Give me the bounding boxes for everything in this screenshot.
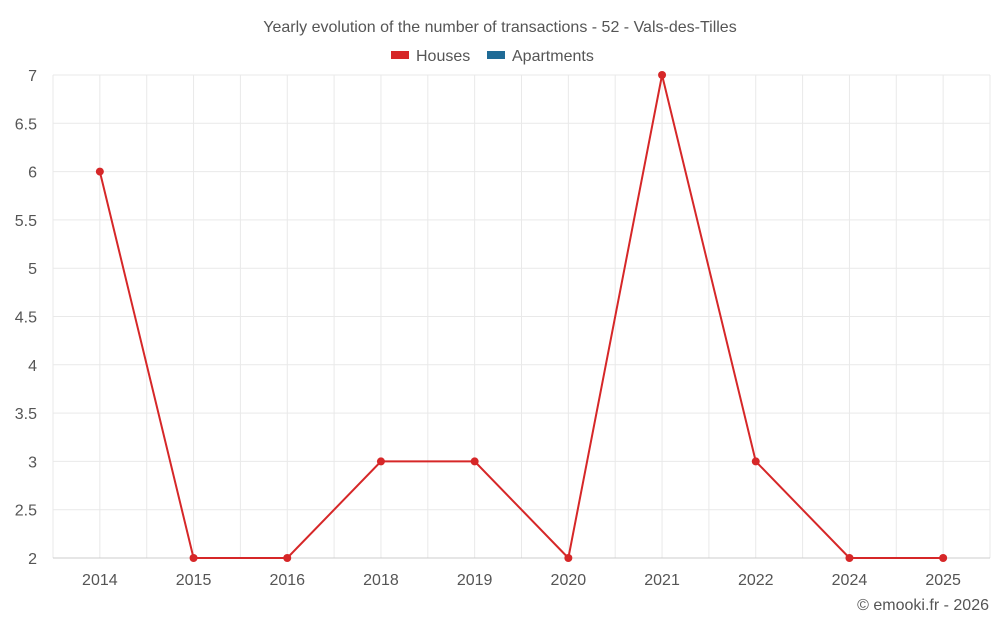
data-point-houses[interactable] bbox=[845, 554, 854, 562]
data-point-houses[interactable] bbox=[189, 554, 198, 562]
data-point-houses[interactable] bbox=[564, 554, 573, 562]
credit-text: © emooki.fr - 2026 bbox=[857, 597, 989, 614]
legend-item-apartments[interactable]: Apartments bbox=[487, 48, 594, 65]
legend-label-houses: Houses bbox=[416, 48, 470, 65]
gridlines bbox=[52, 74, 991, 558]
x-tick-label: 2018 bbox=[363, 572, 399, 589]
series-layer bbox=[95, 71, 948, 562]
y-tick-label: 4.5 bbox=[15, 310, 37, 327]
y-tick-label: 5 bbox=[28, 261, 37, 278]
y-axis-tick-labels: 2 2.5 3 3.5 4 4.5 5 5.5 6 6.5 7 bbox=[15, 68, 37, 568]
x-tick-label: 2014 bbox=[82, 572, 118, 589]
x-tick-label: 2022 bbox=[738, 572, 774, 589]
y-tick-label: 7 bbox=[28, 68, 37, 85]
y-tick-label: 2.5 bbox=[15, 503, 37, 520]
series-line-houses bbox=[98, 74, 944, 561]
data-point-houses[interactable] bbox=[376, 457, 385, 466]
y-tick-label: 6.5 bbox=[15, 116, 37, 133]
data-point-houses[interactable] bbox=[658, 71, 667, 79]
x-tick-label: 2019 bbox=[457, 572, 493, 589]
x-tick-label: 2016 bbox=[269, 572, 305, 589]
x-tick-label: 2020 bbox=[551, 572, 587, 589]
y-tick-label: 3.5 bbox=[15, 406, 37, 423]
y-tick-label: 5.5 bbox=[15, 213, 37, 230]
data-point-houses[interactable] bbox=[95, 167, 104, 176]
x-tick-label: 2025 bbox=[925, 572, 961, 589]
legend-label-apartments: Apartments bbox=[512, 48, 594, 65]
y-tick-label: 4 bbox=[28, 358, 37, 375]
legend-swatch-houses bbox=[391, 51, 409, 59]
y-tick-label: 3 bbox=[28, 454, 37, 471]
data-point-houses[interactable] bbox=[751, 457, 760, 466]
legend-item-houses[interactable]: Houses bbox=[391, 48, 470, 65]
legend-swatch-apartments bbox=[487, 51, 505, 59]
legend: Houses Apartments bbox=[391, 48, 594, 65]
chart-title: Yearly evolution of the number of transa… bbox=[263, 19, 736, 36]
data-point-houses[interactable] bbox=[939, 554, 948, 562]
data-point-houses[interactable] bbox=[470, 457, 479, 466]
data-point-houses[interactable] bbox=[283, 554, 292, 562]
x-axis-tick-labels: 2014 2015 2016 2018 2019 2020 2021 2022 2024 2025 bbox=[82, 572, 961, 589]
y-tick-label: 2 bbox=[28, 551, 37, 568]
x-tick-label: 2021 bbox=[644, 572, 680, 589]
y-tick-label: 6 bbox=[28, 165, 37, 182]
x-tick-label: 2024 bbox=[832, 572, 868, 589]
x-tick-label: 2015 bbox=[176, 572, 212, 589]
